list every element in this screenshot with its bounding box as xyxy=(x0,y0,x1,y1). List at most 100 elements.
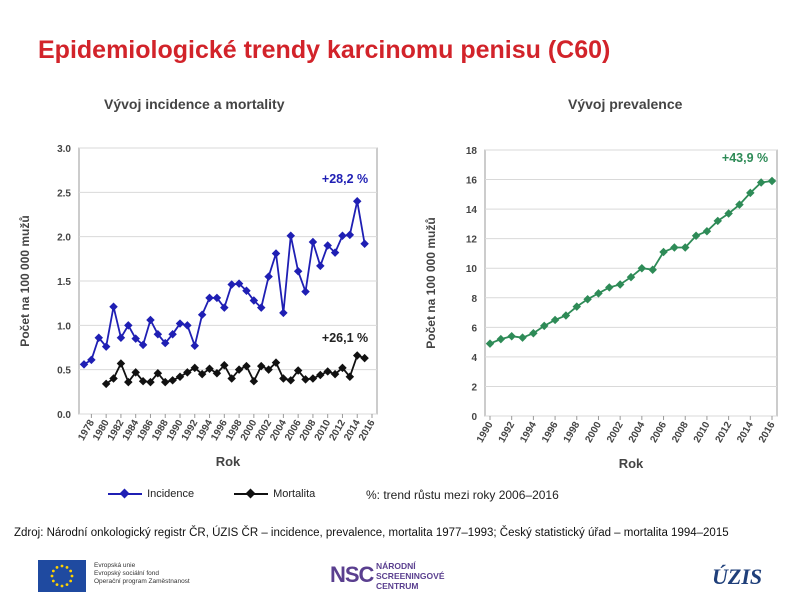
incidence-data-point xyxy=(168,329,177,339)
incidence-data-point xyxy=(212,368,222,378)
prevalence-ytick-label: 6 xyxy=(471,323,477,334)
incidence-data-point xyxy=(256,361,266,371)
prevalence-xtick-label: 1990 xyxy=(475,420,496,445)
eu-star-icon xyxy=(55,583,59,587)
trend-note: %: trend růstu mezi roky 2006–2016 xyxy=(366,488,559,502)
incidence-data-point xyxy=(271,249,281,258)
prevalence-data-point xyxy=(615,280,625,289)
incidence-ytick-label: 2.5 xyxy=(57,188,71,199)
prevalence-data-point xyxy=(637,263,647,273)
incidence-data-point xyxy=(212,293,222,303)
incidence-data-point xyxy=(345,372,355,382)
incidence-data-point xyxy=(264,365,273,374)
prevalence-data-point xyxy=(572,302,582,311)
page-title: Epidemiologické trendy karcinomu penisu … xyxy=(38,36,611,64)
incidence-data-point xyxy=(323,241,332,250)
incidence-data-point xyxy=(352,196,362,206)
nsc-line-2: SCREENINGOVÉ xyxy=(376,571,445,581)
incidence-data-point xyxy=(109,302,118,311)
prevalence-ytick-label: 2 xyxy=(471,382,477,393)
prevalence-xtick-label: 1994 xyxy=(518,420,539,445)
incidence-data-point xyxy=(116,359,126,368)
eu-line-1: Evropská unie xyxy=(94,562,136,569)
legend-mortality-label: Mortalita xyxy=(273,488,316,500)
incidence-data-point xyxy=(330,248,340,257)
prevalence-xtick-label: 2014 xyxy=(735,420,756,445)
nsc-logo-text: NÁRODNÍ SCREENINGOVÉ CENTRUM xyxy=(376,561,445,591)
incidence-data-point xyxy=(360,353,369,363)
prevalence-xtick-label: 2006 xyxy=(648,420,669,445)
eu-star-icon xyxy=(69,579,73,583)
incidence-data-point xyxy=(227,374,236,383)
incidence-data-point xyxy=(138,376,148,386)
incidence-data-point xyxy=(153,368,163,378)
prevalence-data-point xyxy=(485,339,495,348)
incidence-data-point xyxy=(234,279,244,288)
prevalence-xtick-label: 2004 xyxy=(627,420,648,445)
incidence-data-point xyxy=(175,319,185,328)
prevalence-data-point xyxy=(594,289,603,298)
incidence-ytick-label: 3.0 xyxy=(57,144,71,155)
prevalence-data-point xyxy=(539,321,549,331)
incidence-data-point xyxy=(205,293,214,303)
incidence-data-point xyxy=(138,340,148,350)
eu-star-icon xyxy=(65,565,69,569)
prevalence-data-point xyxy=(518,333,527,342)
incidence-trend-annotation: +28,2 % xyxy=(322,172,368,186)
incidence-data-point xyxy=(293,267,303,276)
prevalence-ytick-label: 18 xyxy=(466,146,478,157)
incidence-data-point xyxy=(153,329,163,339)
eu-flag-logo xyxy=(38,560,86,592)
eu-star-icon xyxy=(70,574,74,578)
incidence-ytick-label: 0.0 xyxy=(57,410,71,421)
legend-incidence: Incidence xyxy=(108,488,194,500)
incidence-ytick-label: 1.5 xyxy=(57,277,71,288)
incidence-data-point xyxy=(227,280,236,289)
prevalence-xtick-label: 2010 xyxy=(692,420,713,445)
incidence-data-point xyxy=(338,231,347,241)
legend-incidence-marker xyxy=(108,488,142,499)
incidence-data-point xyxy=(271,358,281,367)
prevalence-trend-annotation: +43,9 % xyxy=(722,151,768,165)
incidence-data-point xyxy=(101,342,111,351)
incidence-xaxis-label: Rok xyxy=(216,454,241,469)
incidence-data-point xyxy=(279,308,288,318)
legend-mortality: Mortalita xyxy=(234,488,315,500)
eu-stars-icon xyxy=(50,564,74,588)
prevalence-data-point xyxy=(561,311,571,320)
prevalence-ytick-label: 4 xyxy=(471,353,477,364)
incidence-ytick-label: 2.0 xyxy=(57,233,71,244)
prevalence-xtick-label: 2008 xyxy=(670,420,691,445)
incidence-data-point xyxy=(286,231,296,241)
prevalence-ytick-label: 14 xyxy=(466,205,478,216)
incidence-trend-annotation: +26,1 % xyxy=(322,331,368,345)
nsc-line-3: CENTRUM xyxy=(376,581,419,591)
incidence-data-point xyxy=(183,321,192,330)
incidence-data-point xyxy=(316,370,325,380)
prevalence-ytick-label: 10 xyxy=(466,264,478,275)
incidence-data-point xyxy=(168,376,177,385)
prevalence-data-point xyxy=(550,315,560,325)
prevalence-xaxis-label: Rok xyxy=(619,456,644,471)
incidence-ytick-label: 1.0 xyxy=(57,321,71,332)
incidence-data-point xyxy=(205,364,214,374)
incidence-data-point xyxy=(160,338,170,348)
incidence-data-point xyxy=(79,360,89,369)
prevalence-data-point xyxy=(507,331,516,341)
incidence-data-point xyxy=(301,287,310,296)
incidence-data-point xyxy=(124,377,133,387)
prevalence-xtick-label: 2002 xyxy=(605,420,626,445)
incidence-data-point xyxy=(293,366,303,375)
incidence-data-point xyxy=(249,376,259,386)
incidence-data-point xyxy=(286,376,296,385)
incidence-data-point xyxy=(197,369,207,379)
incidence-data-point xyxy=(146,377,155,387)
source-note: Zdroj: Národní onkologický registr ČR, Ú… xyxy=(14,527,729,539)
prevalence-ytick-label: 12 xyxy=(466,235,478,246)
incidence-data-point xyxy=(316,261,325,271)
incidence-data-point xyxy=(242,361,251,371)
incidence-data-point xyxy=(131,368,140,377)
legend-mortality-marker xyxy=(234,488,268,499)
incidence-data-point xyxy=(256,303,266,312)
